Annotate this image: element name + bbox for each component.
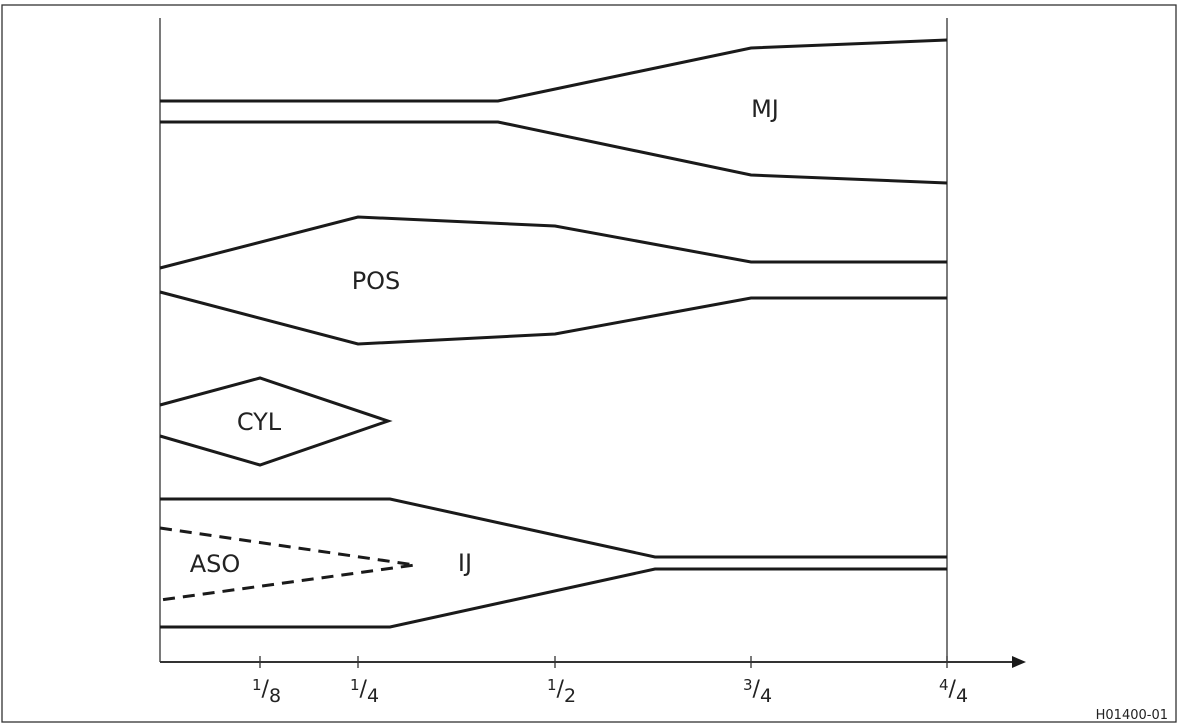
x-axis-arrow: [1012, 656, 1026, 668]
mj-lower: [160, 120, 948, 185]
cyl-label: CYL: [237, 408, 282, 436]
aso-dashed: [159, 526, 416, 602]
mj-upper: [160, 38, 948, 103]
slash: /: [949, 677, 957, 702]
denominator: 8: [269, 685, 281, 707]
numerator: 4: [939, 676, 949, 694]
numerator: 3: [743, 676, 753, 694]
aso-label: ASO: [190, 550, 241, 578]
denominator: 4: [956, 685, 968, 707]
pos-upper: [159, 215, 947, 270]
x-tick-label: 1/8: [252, 676, 281, 707]
mj-label: MJ: [751, 95, 779, 123]
denominator: 4: [760, 685, 772, 707]
numerator: 1: [350, 676, 360, 694]
denominator: 2: [564, 685, 576, 707]
slash: /: [262, 677, 270, 702]
slash: /: [753, 677, 761, 702]
x-tick-label: 1/4: [350, 676, 379, 707]
x-tick-label: 1/2: [547, 676, 576, 707]
x-tick-labels: 1/8 1/4 1/2 3/4 4/4: [252, 676, 968, 707]
ij-label: IJ: [458, 549, 472, 577]
cyl-shape: [159, 376, 393, 467]
x-tick-label: 4/4: [939, 676, 968, 707]
x-tick-label: 3/4: [743, 676, 772, 707]
denominator: 4: [367, 685, 379, 707]
ij-upper: [160, 497, 947, 559]
numerator: 1: [252, 676, 262, 694]
ticks: [259, 656, 948, 668]
slash: /: [360, 677, 368, 702]
numerator: 1: [547, 676, 557, 694]
pos-label: POS: [352, 267, 401, 295]
pos-lower: [159, 290, 947, 346]
figure-id: H01400-01: [1096, 708, 1168, 723]
ij-lower: [160, 567, 947, 629]
slash: /: [557, 677, 565, 702]
frame: [1, 4, 1177, 723]
